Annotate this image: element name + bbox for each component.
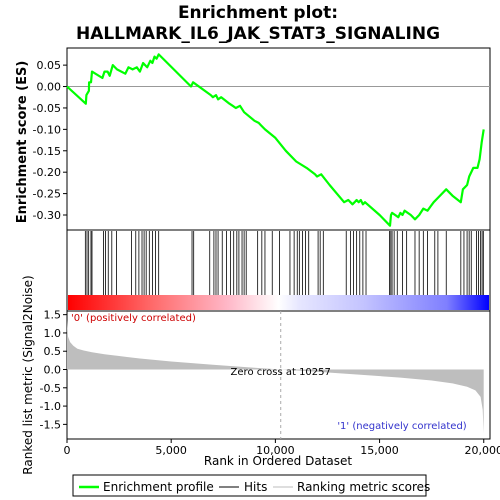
es-y-ticks: 0.05 0.00 -0.05 -0.10 -0.15 -0.20 -0.25 -0.30: [33, 59, 67, 222]
metric-panel-frame: [66, 310, 491, 440]
metric-y-tick-label: -1.0: [40, 400, 61, 413]
es-y-tick-label: -0.05: [33, 102, 61, 115]
legend-label-enrichment-profile: Enrichment profile: [103, 480, 214, 494]
x-tick-label: 15,000: [360, 444, 399, 457]
metric-y-tick-label: -0.5: [40, 382, 61, 395]
metric-y-ticks: 1.5 1.0 0.5 0.0 -0.5 -1.0 -1.5: [40, 309, 67, 431]
chart-title-line-2: HALLMARK_IL6_JAK_STAT3_SIGNALING: [76, 24, 440, 44]
enrichment-profile-line: [66, 53, 485, 227]
metric-y-tick-label: 1.5: [44, 309, 62, 322]
metric-y-axis-label: Ranked list metric (Signal2Noise): [21, 275, 35, 474]
es-y-tick-label: 0.05: [37, 59, 62, 72]
legend-label-hits: Hits: [244, 480, 267, 494]
x-tick-label: 0: [64, 444, 71, 457]
es-y-tick-label: -0.30: [33, 209, 61, 222]
chart-title-line-1: Enrichment plot:: [178, 3, 338, 23]
es-y-tick-label: -0.20: [33, 166, 61, 179]
hit-lines: [84, 231, 484, 295]
metric-y-tick-label: -1.5: [40, 418, 61, 431]
positive-correlation-label: '0' (positively correlated): [71, 313, 196, 324]
metric-y-tick-label: 0.0: [44, 364, 62, 377]
legend-label-ranking-metric: Ranking metric scores: [297, 480, 430, 494]
es-panel: 0.05 0.00 -0.05 -0.10 -0.15 -0.20 -0.25 -0.30 E…: [15, 47, 491, 231]
zero-cross-label: Zero cross at 10257: [231, 367, 331, 378]
x-tick-label: 20,000: [464, 444, 500, 457]
es-y-tick-label: -0.15: [33, 145, 61, 158]
hits-panel: [66, 229, 491, 312]
x-axis-label: Rank in Ordered Dataset: [204, 454, 352, 468]
metric-y-tick-label: 1.0: [44, 327, 62, 340]
ranking-metric-area: [67, 320, 484, 434]
es-y-tick-label: -0.25: [33, 188, 61, 201]
legend-frame: [72, 474, 427, 497]
legend: Enrichment profile Hits Ranking metric s…: [72, 474, 430, 497]
x-tick-label: 10,000: [256, 444, 295, 457]
es-panel-frame: [66, 47, 491, 231]
es-y-axis-label: Enrichment score (ES): [15, 61, 30, 224]
es-y-tick-label: 0.00: [37, 81, 62, 94]
es-y-tick-label: -0.10: [33, 123, 61, 136]
x-tick-label: 5,000: [155, 444, 187, 457]
metric-panel: 1.5 1.0 0.5 0.0 -0.5 -1.0 -1.5 '0' (positively…: [21, 275, 491, 475]
metric-y-tick-label: 0.5: [44, 345, 62, 358]
rank-heatmap-bar: [68, 295, 489, 310]
x-axis-ticks: 0 5,000 10,000 15,000 20,000: [64, 439, 500, 457]
negative-correlation-label: '1' (negatively correlated): [337, 421, 466, 432]
